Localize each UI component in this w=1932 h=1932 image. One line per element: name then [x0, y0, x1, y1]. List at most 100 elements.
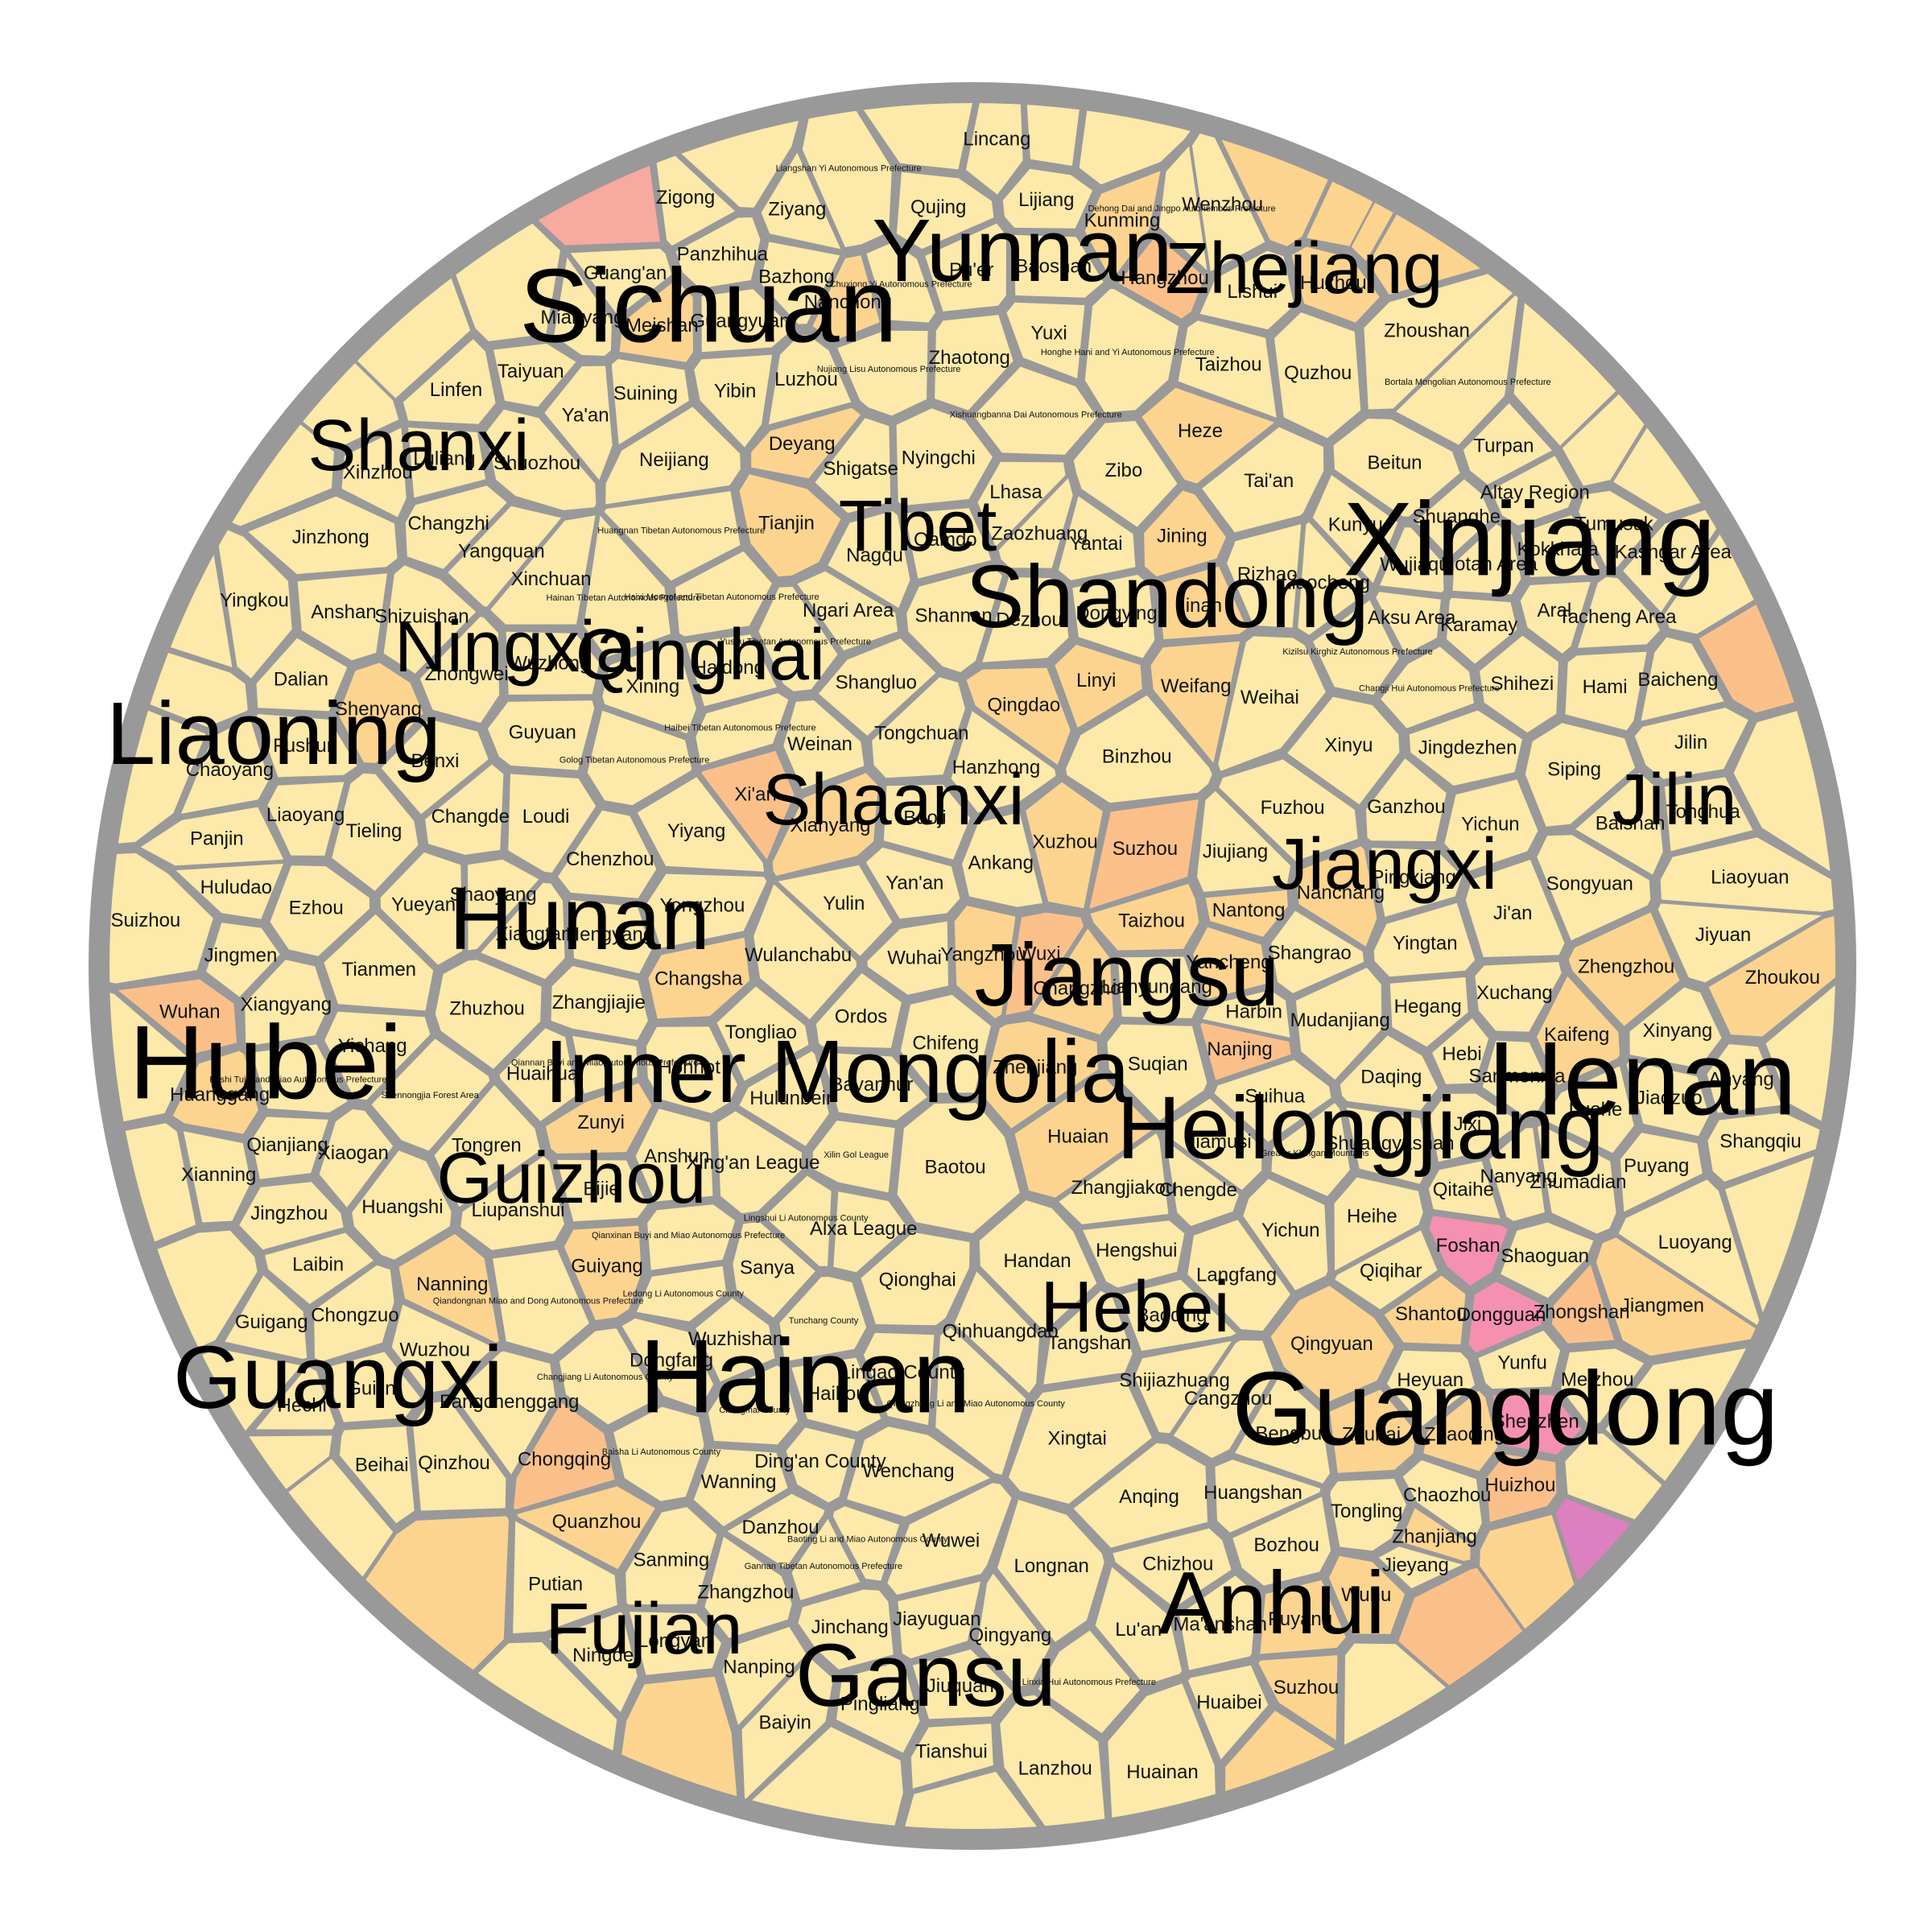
city-cell: [499, 1028, 576, 1121]
city-label: Bazhong: [758, 266, 835, 288]
city-cell: [636, 1265, 727, 1322]
city-label: Changde: [431, 806, 510, 828]
city-label: Liaoyang: [266, 804, 345, 826]
city-label: Huangshi: [361, 1196, 443, 1218]
city-cell: [546, 1083, 652, 1154]
city-label: Bengbu: [1255, 1422, 1322, 1444]
city-label: Chaozhou: [1403, 1484, 1491, 1506]
city-label: Chongzuo: [311, 1304, 398, 1326]
city-cell: [1376, 592, 1441, 654]
city-cell: [779, 1277, 867, 1360]
city-cell: [786, 1427, 856, 1503]
city-label: Xinchuan: [510, 568, 591, 590]
city-label: Yulin: [823, 893, 865, 914]
province-label: Guangdong: [1232, 1349, 1779, 1467]
city-label: Suzhou: [1274, 1677, 1339, 1699]
city-label: Loudi: [522, 806, 570, 828]
city-label: Wuhu: [1341, 1584, 1391, 1606]
city-cell: [1066, 695, 1212, 803]
city-cell: [1200, 1022, 1291, 1080]
city-label: Ganzhou: [1367, 796, 1445, 818]
city-label: Jingmen: [204, 944, 278, 966]
city-cell: [405, 485, 507, 569]
city-label: Shizuishan: [374, 605, 469, 627]
city-cell: [1188, 1665, 1269, 1760]
city-cell: [1402, 1459, 1482, 1542]
city-label: Yunfu: [1497, 1352, 1546, 1374]
city-label: Chifeng: [912, 1033, 979, 1055]
city-label: Chaoyang: [186, 759, 274, 781]
city-label: Zhengzhou: [1578, 956, 1674, 978]
city-label: Nanchang: [1297, 881, 1385, 903]
city-label: Meizhou: [1561, 1368, 1634, 1390]
city-label: Jinchang: [811, 1616, 889, 1638]
city-label: Anshan: [311, 601, 376, 623]
city-cell: [256, 638, 348, 712]
city-label: Baiyin: [759, 1712, 811, 1734]
city-cell: [1596, 1237, 1765, 1356]
city-cell: [215, 524, 292, 679]
city-cell: [109, 852, 213, 984]
city-label: Shennongjia Forest Area: [382, 1091, 480, 1100]
city-label: Wulanchabu: [745, 944, 852, 966]
city-label: Yan'an: [886, 873, 943, 894]
city-cell: [383, 565, 477, 674]
province-label: Shaanxi: [762, 760, 1024, 840]
city-label: Chengmai County: [719, 1406, 791, 1415]
city-label: Guangyuan: [690, 311, 790, 332]
city-cell: [514, 1402, 615, 1510]
city-label: Deyang: [769, 433, 836, 455]
city-cell: [239, 1182, 344, 1250]
city-cell: [1707, 1113, 1835, 1182]
city-label: Zhaotong: [928, 347, 1009, 369]
city-cell: [1482, 1040, 1551, 1117]
city-cell: [1657, 903, 1822, 983]
city-cell: [1083, 1220, 1185, 1288]
city-cell: [425, 764, 504, 855]
city-cell: [812, 1121, 895, 1193]
city-label: Qinzhou: [418, 1452, 489, 1474]
city-label: Chuxiong Yi Autonomous Prefecture: [830, 280, 972, 290]
city-cell: [1501, 1222, 1594, 1298]
city-cell: [1159, 146, 1208, 270]
city-label: Anyang: [1708, 1068, 1773, 1090]
city-cell: [1623, 499, 1736, 613]
city-cell: [584, 515, 671, 658]
city-label: Zhongwei: [425, 663, 509, 685]
city-cell: [517, 1486, 655, 1570]
city-label: Lingao County: [840, 1362, 965, 1384]
city-cell: [1551, 1265, 1614, 1344]
city-cell: [613, 1406, 704, 1501]
city-cell: [935, 1327, 1026, 1475]
city-cell: [1364, 262, 1529, 410]
city-cell: [1384, 1275, 1466, 1345]
city-label: Wuxi: [1018, 943, 1061, 965]
city-cell: [1287, 696, 1400, 805]
city-cell: [1120, 1279, 1236, 1352]
city-cell: [1187, 1220, 1290, 1331]
city-cell: [252, 1044, 348, 1113]
city-label: Wuhai: [887, 947, 942, 968]
city-cell: [1707, 1044, 1781, 1113]
city-label: Puyang: [1624, 1155, 1689, 1177]
city-cell: [1215, 1459, 1321, 1533]
city-label: Fangchenggang: [440, 1391, 579, 1413]
city-label: Luoyang: [1658, 1232, 1732, 1253]
city-label: Guilin: [346, 1377, 395, 1399]
city-cell: [629, 1612, 721, 1675]
city-cell: [381, 719, 489, 815]
city-cell: [1335, 1230, 1438, 1310]
city-cell: [1313, 600, 1399, 696]
city-label: Dongying: [1075, 603, 1157, 625]
province-label: Jiangsu: [974, 926, 1279, 1025]
city-cell: [675, 551, 772, 637]
city-cell: [140, 807, 284, 866]
city-label: Xiangtan: [496, 923, 572, 945]
province-label: Qinghai: [576, 615, 825, 696]
city-label: Zhoushan: [1384, 320, 1470, 342]
city-label: Qingdao: [988, 694, 1061, 716]
city-cell: [741, 1657, 833, 1800]
city-cell: [1618, 1179, 1762, 1328]
city-label: Zhuzhou: [449, 998, 524, 1020]
city-cell: [1565, 651, 1647, 731]
